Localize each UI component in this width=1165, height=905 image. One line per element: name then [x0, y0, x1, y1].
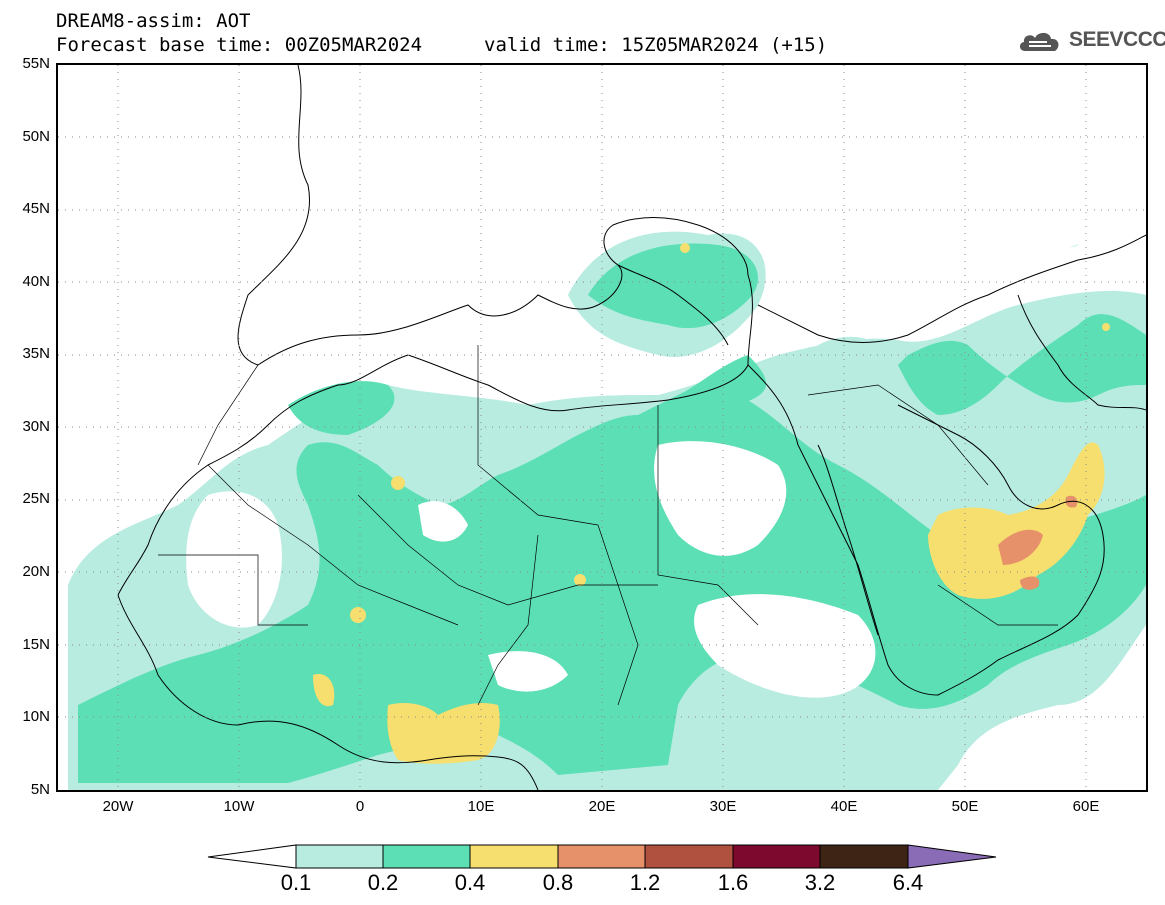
valid-time: valid time: 15Z05MAR2024 (+15): [484, 34, 828, 56]
map-title: DREAM8-assim: AOT: [56, 10, 251, 32]
lon-label-20w: 20W: [102, 798, 134, 815]
lat-label-50n: 50N: [22, 128, 50, 145]
colorbar-label-1-2: 1.2: [629, 870, 661, 895]
coastlines: [117, 65, 1146, 790]
colorbar-label-0-1: 0.1: [280, 870, 312, 895]
lat-label-25n: 25N: [22, 490, 50, 507]
lat-label-40n: 40N: [22, 273, 50, 290]
lon-label-10w: 10W: [223, 798, 255, 815]
aot-field-0-8: [998, 495, 1078, 590]
colorbar-label-0-8: 0.8: [542, 870, 574, 895]
colorbar-swatch-1-6: [732, 844, 821, 869]
seevccc-logo: SEEVCCC: [1017, 27, 1165, 55]
lon-label-50e: 50E: [951, 798, 979, 815]
cloud-icon: [1019, 32, 1059, 51]
colorbar-label-6-4: 6.4: [892, 870, 924, 895]
map-canvas: [58, 65, 1146, 790]
colorbar-max-arrow: [907, 844, 997, 869]
aot-field-0-4: [313, 243, 1110, 764]
lon-label-60e: 60E: [1072, 798, 1100, 815]
lon-label-0: 0: [355, 798, 365, 815]
colorbar-swatch-1-2: [644, 844, 734, 869]
lat-label-20n: 20N: [22, 563, 50, 580]
aot-field-clear: [58, 65, 1146, 698]
aot-map: [56, 63, 1148, 792]
lat-label-30n: 30N: [22, 418, 50, 435]
lat-label-5n: 5N: [30, 781, 50, 798]
country-borders: [158, 345, 1058, 706]
colorbar-label-0-4: 0.4: [454, 870, 486, 895]
lat-label-35n: 35N: [22, 345, 50, 362]
lon-label-40e: 40E: [830, 798, 858, 815]
colorbar-swatch-0-1: [295, 844, 384, 869]
lat-label-15n: 15N: [22, 636, 50, 653]
forecast-base-time: Forecast base time: 00Z05MAR2024: [56, 34, 423, 56]
lat-label-55n: 55N: [22, 55, 50, 72]
colorbar-label-3-2: 3.2: [804, 870, 836, 895]
colorbar-label-1-6: 1.6: [717, 870, 749, 895]
lon-label-10e: 10E: [467, 798, 495, 815]
colorbar-swatch-0-8: [557, 844, 646, 869]
lat-label-10n: 10N: [22, 708, 50, 725]
colorbar-min-arrow: [207, 844, 297, 869]
lat-label-45n: 45N: [22, 200, 50, 217]
lon-label-30e: 30E: [709, 798, 737, 815]
logo-text: SEEVCCC: [1069, 28, 1165, 51]
colorbar-swatch-0-4: [469, 844, 559, 869]
colorbar-label-0-2: 0.2: [367, 870, 399, 895]
colorbar-swatch-0-2: [382, 844, 471, 869]
lon-label-20e: 20E: [588, 798, 616, 815]
aot-field-0-2: [78, 243, 1146, 783]
colorbar-swatch-3-2: [819, 844, 909, 869]
